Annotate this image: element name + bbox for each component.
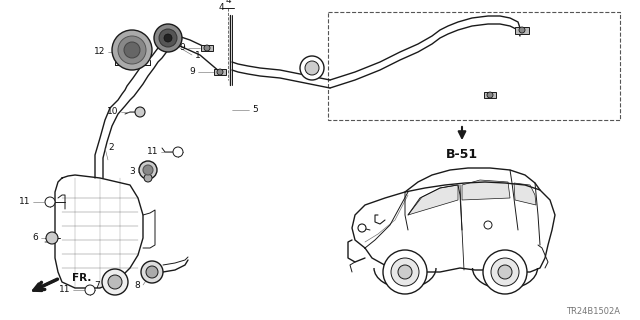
Text: 11: 11 (58, 285, 70, 294)
Text: 7: 7 (94, 281, 100, 290)
Circle shape (483, 250, 527, 294)
Circle shape (305, 61, 319, 75)
Circle shape (102, 269, 128, 295)
Circle shape (112, 30, 152, 70)
Text: 6: 6 (32, 234, 38, 243)
Circle shape (383, 250, 427, 294)
Circle shape (484, 221, 492, 229)
Text: B-51: B-51 (446, 148, 478, 161)
Circle shape (217, 69, 223, 75)
Text: 9: 9 (189, 68, 195, 76)
Bar (201, 45, 213, 51)
Text: 8: 8 (134, 281, 140, 290)
Circle shape (108, 275, 122, 289)
Circle shape (164, 34, 172, 42)
Polygon shape (462, 180, 510, 200)
Bar (484, 92, 496, 98)
Bar (214, 69, 226, 75)
Circle shape (498, 265, 512, 279)
Circle shape (358, 224, 366, 232)
Circle shape (487, 92, 493, 98)
Circle shape (85, 285, 95, 295)
Circle shape (159, 29, 177, 47)
Circle shape (135, 107, 145, 117)
Circle shape (124, 42, 140, 58)
Polygon shape (514, 183, 536, 205)
Circle shape (154, 24, 182, 52)
Circle shape (519, 27, 525, 33)
Text: TR24B1502A: TR24B1502A (566, 308, 620, 316)
Text: 11: 11 (147, 148, 158, 156)
Bar (515, 27, 529, 34)
Circle shape (391, 258, 419, 286)
Circle shape (300, 56, 324, 80)
Text: 5: 5 (252, 106, 258, 115)
Text: 12: 12 (93, 47, 105, 57)
Circle shape (139, 161, 157, 179)
Circle shape (491, 258, 519, 286)
Circle shape (146, 266, 158, 278)
Circle shape (46, 232, 58, 244)
Text: 1: 1 (195, 51, 201, 60)
Text: 3: 3 (129, 167, 135, 177)
Circle shape (118, 36, 146, 64)
Text: FR.: FR. (72, 273, 92, 283)
Circle shape (143, 165, 153, 175)
Circle shape (141, 261, 163, 283)
Text: 11: 11 (19, 197, 30, 206)
Circle shape (173, 147, 183, 157)
Text: 2: 2 (108, 143, 114, 153)
Bar (328, 12, 620, 120)
Text: 9: 9 (179, 44, 185, 52)
Polygon shape (408, 185, 458, 215)
Circle shape (45, 197, 55, 207)
Circle shape (204, 45, 210, 51)
Text: 10: 10 (106, 108, 118, 116)
Circle shape (398, 265, 412, 279)
Circle shape (144, 174, 152, 182)
Text: 4: 4 (218, 4, 224, 12)
Text: 4: 4 (225, 0, 231, 5)
